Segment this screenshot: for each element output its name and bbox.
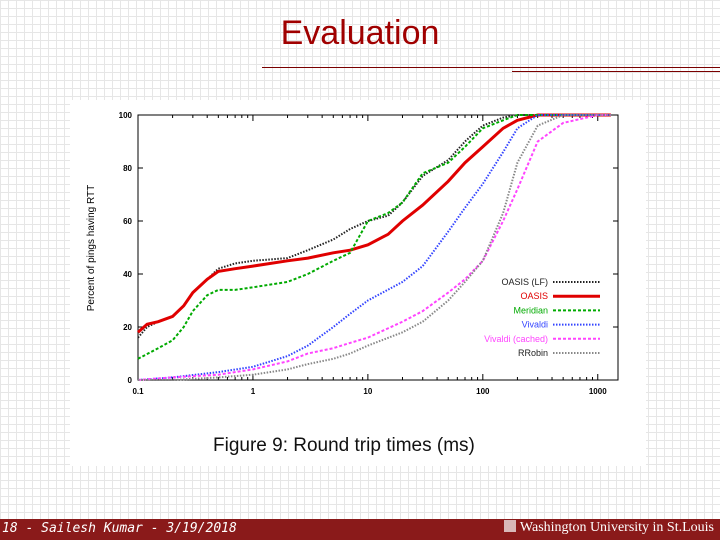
legend-label: Vivaldi: [522, 320, 548, 330]
x-tick-label: 1: [251, 387, 256, 396]
y-tick-label: 20: [123, 323, 132, 332]
legend-label: RRobin: [518, 348, 548, 358]
series-line-6: [138, 114, 611, 381]
plot-area: 0 20 40 60 80 100 0.1 1 10 100 1000 OASIS (LF) OASIS…: [119, 111, 619, 396]
legend-label: OASIS (LF): [501, 277, 548, 287]
y-tick-label: 60: [123, 217, 132, 226]
footer-slide-info: 18 - Sailesh Kumar - 3/19/2018: [2, 521, 237, 536]
y-tick-label: 0: [128, 376, 133, 385]
y-tick-label: 40: [123, 270, 132, 279]
series-line-2: [137, 113, 611, 334]
slide-title: Evaluation: [280, 14, 440, 52]
title-rule-secondary: [512, 71, 720, 72]
x-tick-label: 0.1: [132, 387, 144, 396]
legend-label: OASIS: [520, 291, 548, 301]
y-tick-label: 100: [119, 111, 133, 120]
x-tick-label: 10: [363, 387, 372, 396]
footer-university: Washington University in St.Louis: [503, 520, 714, 536]
series-line-3: [137, 114, 611, 360]
chart-caption: Figure 9: Round trip times (ms): [213, 435, 475, 456]
y-tick-label: 80: [123, 164, 132, 173]
title-rule: [262, 67, 720, 68]
x-tick-label: 1000: [589, 387, 607, 396]
footer-university-name: Washington University in St.Louis: [519, 520, 714, 535]
chart-figure: 0 20 40 60 80 100 0.1 1 10 100 1000 OASIS (LF) OASIS…: [70, 100, 646, 466]
legend-label: Meridian: [513, 305, 548, 315]
series-line-1: [137, 114, 611, 339]
legend-label: Vivaldi (cached): [484, 334, 548, 344]
university-logo-icon: [503, 520, 516, 532]
y-axis-label: Percent of pings having RTT: [86, 185, 97, 312]
series-line-5: [137, 114, 611, 381]
round-trip-chart: 0 20 40 60 80 100 0.1 1 10 100 1000 OASIS (LF) OASIS…: [86, 111, 619, 456]
plot-frame: [137, 114, 619, 381]
footer-bar: 18 - Sailesh Kumar - 3/19/2018 Washingto…: [0, 519, 720, 540]
series-line-4: [137, 114, 611, 381]
x-tick-label: 100: [476, 387, 490, 396]
